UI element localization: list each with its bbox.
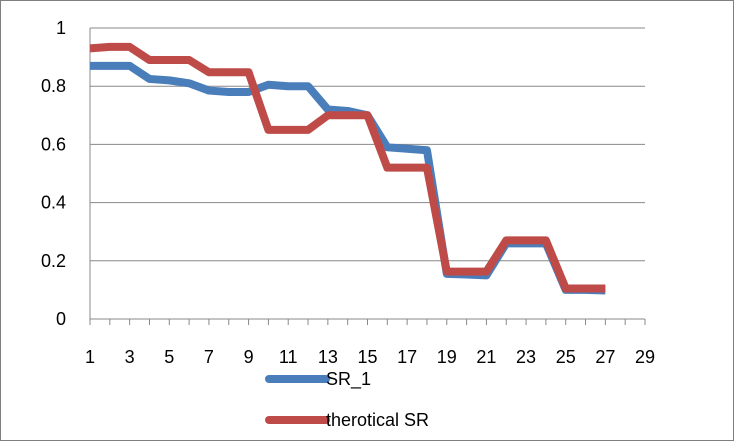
axes: 00.20.40.60.811 3 5 7 9 11 13 15 17 19 21 23 25 27 29 [41,18,655,367]
x-tick-label: 29 [635,347,655,367]
x-tick-label: 17 [397,347,417,367]
x-tick-label: 3 [125,347,135,367]
series-line-1 [90,61,606,295]
legend-label-2: therotical SR [326,410,429,430]
x-tick-label: 21 [476,347,496,367]
x-tick-label: 1 [85,347,95,367]
x-tick-label: 13 [318,347,338,367]
x-tick-label: 27 [595,347,615,367]
x-tick-label: 19 [437,347,457,367]
x-tick-label: 11 [279,347,298,367]
series-lines [89,42,606,295]
y-tick-label: 0.4 [41,193,66,213]
x-tick-label: 23 [516,347,536,367]
legend-label-1: SR_1 [326,369,371,390]
legend: SR_1 therotical SR [265,369,429,430]
x-tick-label: 15 [357,347,377,367]
y-tick-label: 0.8 [41,76,66,96]
x-tick-label: 5 [164,347,174,367]
x-tick-label: 7 [204,347,214,367]
y-tick-label: 0.2 [41,251,66,271]
y-tick-label: 1 [56,18,66,38]
series-line-2 [89,42,606,293]
y-tick-label: 0 [56,309,66,329]
x-tick-label: 25 [556,347,576,367]
y-tick-label: 0.6 [41,134,66,154]
x-tick-label: 9 [244,347,254,367]
